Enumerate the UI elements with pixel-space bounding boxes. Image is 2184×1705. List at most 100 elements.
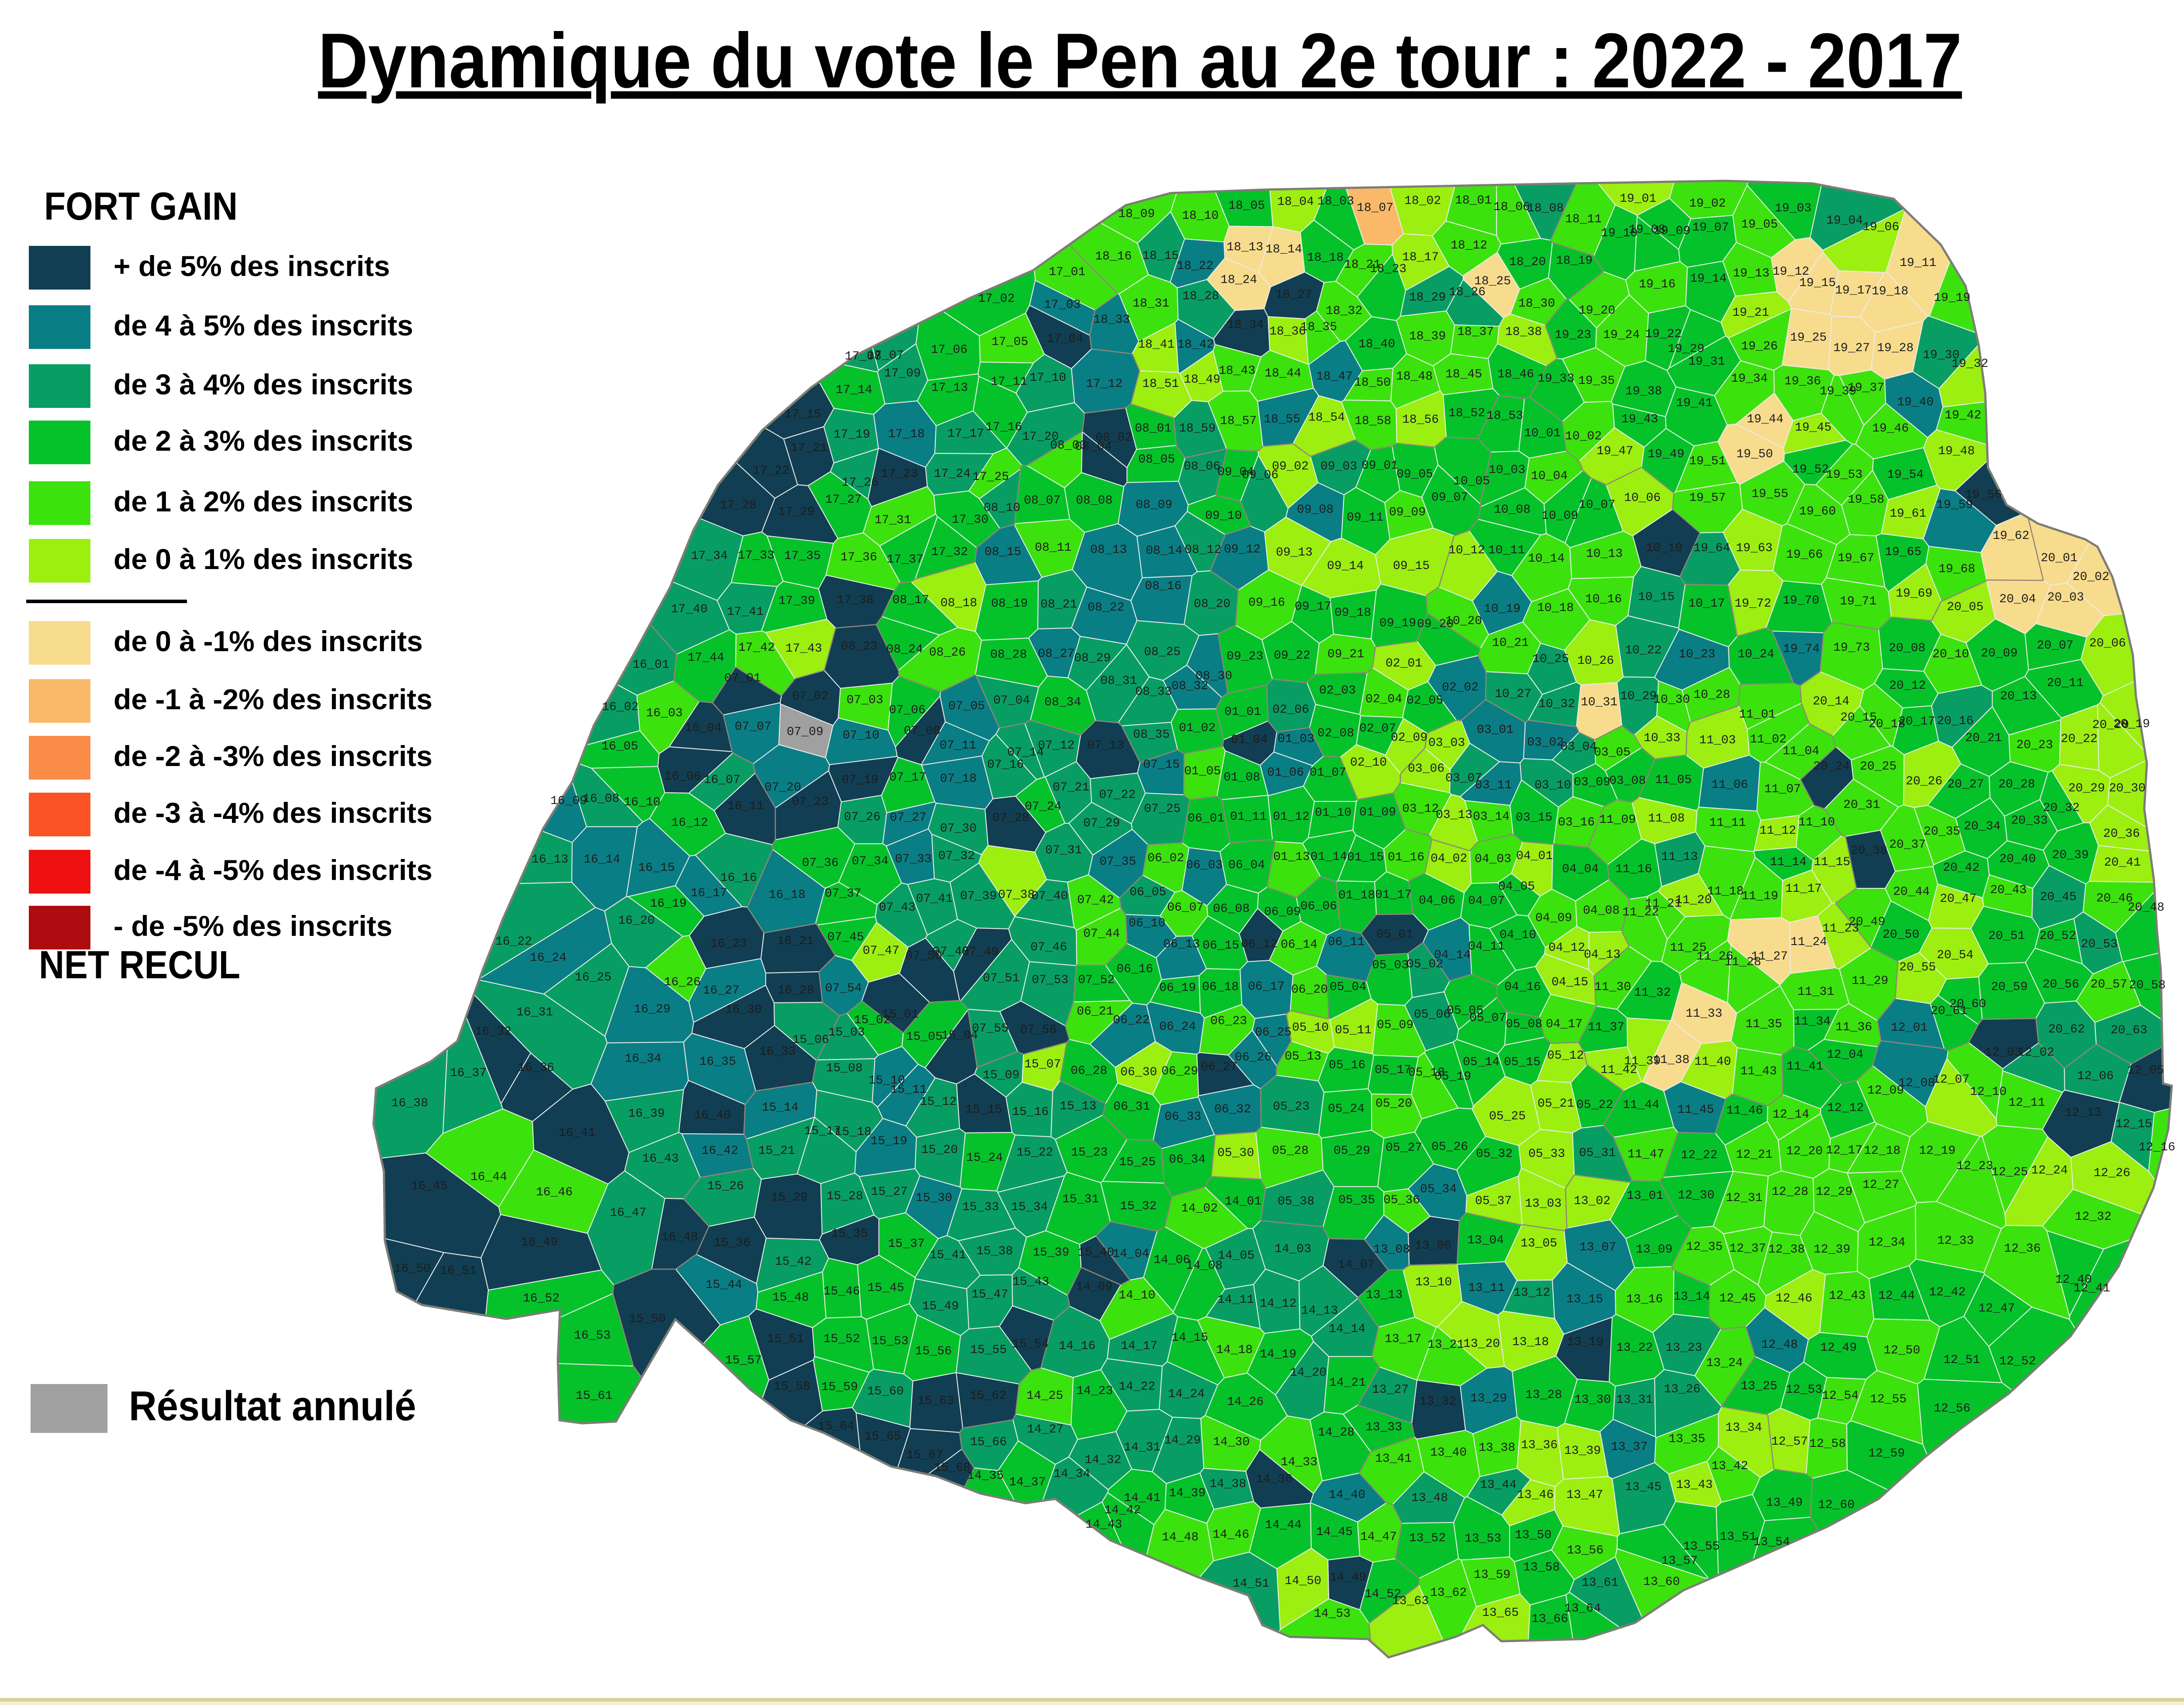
- svg-text:10_30: 10_30: [1653, 693, 1690, 707]
- svg-text:05_10: 05_10: [1292, 1021, 1329, 1035]
- svg-text:02_01: 02_01: [1386, 657, 1422, 670]
- svg-text:14_44: 14_44: [1265, 1519, 1302, 1532]
- svg-text:10_08: 10_08: [1494, 503, 1531, 517]
- svg-text:19_36: 19_36: [1784, 375, 1821, 388]
- svg-text:20_51: 20_51: [1988, 929, 2025, 943]
- svg-text:17_20: 17_20: [1022, 430, 1059, 444]
- svg-text:04_15: 04_15: [1552, 976, 1588, 989]
- svg-text:13_66: 13_66: [1531, 1612, 1568, 1626]
- svg-text:15_05: 15_05: [906, 1030, 943, 1044]
- svg-text:11_18: 11_18: [1707, 885, 1744, 898]
- svg-text:06_28: 06_28: [1071, 1064, 1107, 1078]
- svg-text:15_04: 15_04: [941, 1029, 978, 1042]
- svg-text:15_01: 15_01: [882, 1008, 919, 1022]
- svg-text:11_25: 11_25: [1670, 941, 1707, 955]
- svg-text:16_07: 16_07: [704, 773, 740, 787]
- svg-text:12_58: 12_58: [1809, 1437, 1846, 1451]
- svg-text:03_07: 03_07: [1445, 772, 1482, 785]
- svg-text:16_38: 16_38: [391, 1097, 428, 1110]
- svg-text:13_20: 13_20: [1463, 1337, 1500, 1351]
- svg-text:13_56: 13_56: [1567, 1544, 1603, 1557]
- svg-text:03_05: 03_05: [1594, 746, 1631, 759]
- svg-text:07_47: 07_47: [863, 944, 899, 958]
- svg-text:19_13: 19_13: [1733, 267, 1769, 280]
- svg-text:13_65: 13_65: [1482, 1606, 1519, 1620]
- svg-text:20_59: 20_59: [1991, 980, 2028, 994]
- svg-text:05_15: 05_15: [1504, 1056, 1541, 1069]
- svg-text:13_06: 13_06: [1415, 1239, 1451, 1253]
- svg-text:12_01: 12_01: [1891, 1021, 1928, 1035]
- svg-text:14_27: 14_27: [1027, 1423, 1064, 1436]
- svg-text:11_30: 11_30: [1594, 980, 1631, 994]
- svg-text:10_17: 10_17: [1688, 597, 1725, 611]
- svg-text:19_12: 19_12: [1773, 265, 1809, 279]
- svg-text:04_16: 04_16: [1504, 980, 1541, 994]
- svg-text:20_52: 20_52: [2039, 929, 2076, 943]
- svg-text:08_09: 08_09: [1136, 498, 1172, 512]
- svg-text:14_22: 14_22: [1119, 1380, 1155, 1394]
- svg-text:01_18: 01_18: [1338, 889, 1375, 902]
- svg-text:05_30: 05_30: [1217, 1146, 1254, 1160]
- svg-text:09_16: 09_16: [1248, 596, 1285, 610]
- svg-text:07_39: 07_39: [960, 890, 997, 903]
- svg-text:13_61: 13_61: [1582, 1576, 1618, 1590]
- svg-text:18_31: 18_31: [1133, 297, 1169, 311]
- svg-text:09_22: 09_22: [1274, 649, 1310, 663]
- svg-text:12_09: 12_09: [1867, 1084, 1904, 1098]
- svg-text:07_37: 07_37: [825, 887, 861, 901]
- svg-text:13_11: 13_11: [1468, 1281, 1505, 1295]
- svg-text:10_05: 10_05: [1453, 475, 1490, 488]
- svg-text:14_15: 14_15: [1171, 1331, 1208, 1345]
- svg-text:07_51: 07_51: [983, 972, 1019, 985]
- svg-text:15_25: 15_25: [1119, 1156, 1156, 1169]
- svg-text:13_19: 13_19: [1567, 1336, 1603, 1349]
- svg-text:14_09: 14_09: [1076, 1280, 1113, 1294]
- svg-text:18_05: 18_05: [1228, 199, 1265, 213]
- svg-text:03_11: 03_11: [1475, 779, 1512, 792]
- svg-text:07_11: 07_11: [940, 739, 976, 752]
- svg-text:06_06: 06_06: [1300, 900, 1337, 913]
- svg-text:20_57: 20_57: [2091, 978, 2127, 991]
- svg-text:13_36: 13_36: [1521, 1439, 1558, 1452]
- svg-text:19_51: 19_51: [1689, 455, 1726, 468]
- svg-text:07_20: 07_20: [764, 781, 801, 794]
- svg-text:17_38: 17_38: [837, 594, 874, 607]
- svg-text:07_25: 07_25: [1144, 802, 1181, 816]
- svg-text:14_47: 14_47: [1360, 1530, 1397, 1544]
- svg-text:15_55: 15_55: [970, 1343, 1007, 1357]
- svg-text:18_57: 18_57: [1220, 414, 1257, 428]
- svg-text:07_44: 07_44: [1083, 927, 1120, 941]
- svg-text:09_03: 09_03: [1320, 460, 1357, 473]
- svg-text:01_05: 01_05: [1184, 765, 1221, 778]
- svg-text:12_25: 12_25: [1991, 1166, 2028, 1179]
- svg-text:16_24: 16_24: [530, 951, 567, 965]
- svg-text:15_18: 15_18: [835, 1125, 871, 1139]
- svg-text:18_40: 18_40: [1358, 338, 1395, 351]
- svg-text:05_16: 05_16: [1329, 1059, 1365, 1072]
- svg-text:19_31: 19_31: [1688, 355, 1725, 369]
- svg-text:20_50: 20_50: [1883, 928, 1919, 942]
- svg-text:14_38: 14_38: [1209, 1477, 1246, 1491]
- svg-text:16_29: 16_29: [634, 1003, 670, 1016]
- svg-text:09_12: 09_12: [1224, 543, 1261, 556]
- svg-text:16_05: 16_05: [601, 740, 638, 753]
- svg-text:19_61: 19_61: [1890, 507, 1926, 521]
- svg-text:07_19: 07_19: [842, 773, 878, 787]
- svg-text:09_11: 09_11: [1347, 511, 1383, 525]
- svg-text:17_22: 17_22: [753, 464, 789, 478]
- svg-text:20_19: 20_19: [2113, 718, 2150, 731]
- svg-text:16_21: 16_21: [777, 935, 814, 948]
- svg-text:18_42: 18_42: [1177, 338, 1214, 352]
- svg-text:09_09: 09_09: [1389, 506, 1426, 519]
- svg-text:16_53: 16_53: [574, 1329, 611, 1343]
- svg-text:07_42: 07_42: [1077, 894, 1114, 907]
- svg-text:15_22: 15_22: [1016, 1146, 1053, 1160]
- svg-text:16_11: 16_11: [727, 800, 764, 813]
- svg-text:19_14: 19_14: [1690, 272, 1727, 286]
- svg-text:15_45: 15_45: [867, 1281, 904, 1295]
- svg-text:12_51: 12_51: [1943, 1353, 1980, 1367]
- svg-text:08_33: 08_33: [1135, 685, 1172, 699]
- svg-text:05_06: 05_06: [1414, 1008, 1451, 1022]
- svg-text:13_43: 13_43: [1676, 1478, 1713, 1492]
- svg-text:20_23: 20_23: [2016, 739, 2053, 752]
